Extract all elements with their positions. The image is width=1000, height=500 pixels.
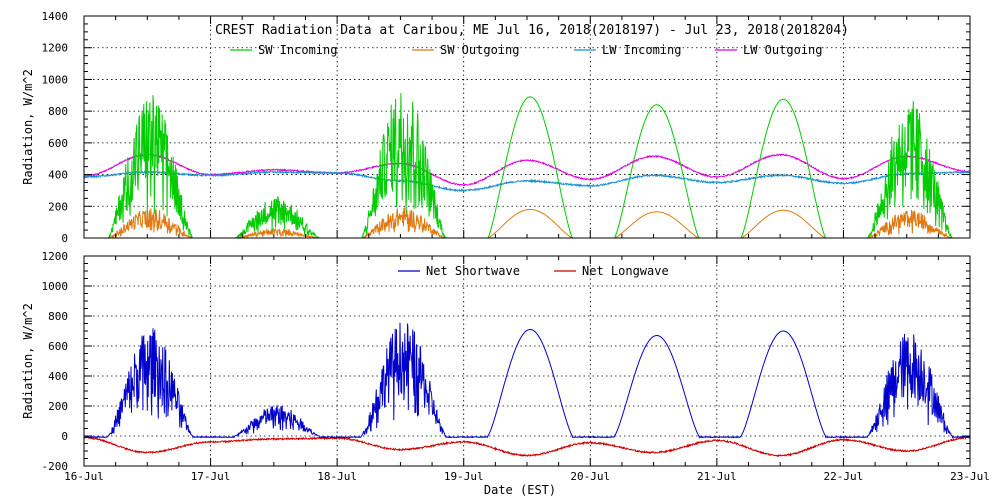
y-tick-label: 800 <box>48 105 68 118</box>
series-sw-incoming <box>84 93 970 240</box>
x-tick-labels: 16-Jul 17-Jul 18-Jul 19-Jul 20-Jul 21-Jul 22-J… <box>64 470 990 483</box>
y-tick-label: 0 <box>61 232 68 245</box>
y-tick-label: 1000 <box>42 280 69 293</box>
legend-lw-incoming: LW Incoming <box>574 43 681 57</box>
bottom-ticks <box>83 255 971 467</box>
bottom-y-tick-labels: -200 0 200 400 600 800 1000 1200 <box>42 250 69 473</box>
x-tick-label: 16-Jul <box>64 470 104 483</box>
top-panel: 0 200 400 600 800 1000 1200 1400 CREST Radiatio… <box>21 10 971 245</box>
series-net-longwave <box>83 436 971 458</box>
y-tick-label: 400 <box>48 370 68 383</box>
top-y-tick-labels: 0 200 400 600 800 1000 1200 1400 <box>42 10 69 245</box>
y-tick-label: 800 <box>48 310 68 323</box>
y-tick-label: 0 <box>61 430 68 443</box>
legend-net-shortwave-label: Net Shortwave <box>426 264 520 278</box>
top-grid <box>84 16 970 238</box>
x-tick-label: 18-Jul <box>317 470 357 483</box>
x-tick-label: 19-Jul <box>444 470 484 483</box>
x-tick-label: 21-Jul <box>697 470 737 483</box>
legend-sw-outgoing-label: SW Outgoing <box>440 43 519 57</box>
y-tick-label: 1000 <box>42 73 69 86</box>
y-tick-label: 200 <box>48 200 68 213</box>
legend-lw-outgoing: LW Outgoing <box>715 43 822 57</box>
y-tick-label: 1200 <box>42 42 69 55</box>
bottom-y-axis-title: Radiation, W/m^2 <box>21 303 35 419</box>
x-tick-label: 22-Jul <box>824 470 864 483</box>
legend-lw-incoming-label: LW Incoming <box>602 43 681 57</box>
x-tick-label: 17-Jul <box>191 470 231 483</box>
top-y-axis-title: Radiation, W/m^2 <box>21 69 35 185</box>
y-tick-label: 200 <box>48 400 68 413</box>
x-tick-label: 23-Jul <box>950 470 990 483</box>
series-net-shortwave <box>83 322 970 439</box>
legend-sw-outgoing: SW Outgoing <box>412 43 519 57</box>
chart-title: CREST Radiation Data at Caribou, ME Jul … <box>215 23 849 38</box>
legend-net-shortwave: Net Shortwave <box>398 264 520 278</box>
legend-lw-outgoing-label: LW Outgoing <box>743 43 822 57</box>
y-tick-label: 400 <box>48 169 68 182</box>
series-lw-incoming <box>83 170 971 193</box>
bottom-series <box>83 322 971 458</box>
top-series <box>83 93 971 240</box>
y-tick-label: 1400 <box>42 10 69 23</box>
top-ticks <box>83 15 971 239</box>
y-tick-label: 1200 <box>42 250 69 263</box>
legend-net-longwave-label: Net Longwave <box>582 264 669 278</box>
legend-sw-incoming: SW Incoming <box>230 43 337 57</box>
series-sw-outgoing <box>84 207 970 240</box>
top-plot-frame <box>83 15 971 239</box>
x-tick-label: 20-Jul <box>570 470 610 483</box>
y-tick-label: 600 <box>48 137 68 150</box>
y-tick-label: -200 <box>42 460 69 473</box>
bottom-grid <box>84 256 970 466</box>
y-tick-label: 600 <box>48 340 68 353</box>
legend-sw-incoming-label: SW Incoming <box>258 43 337 57</box>
legend-net-longwave: Net Longwave <box>554 264 669 278</box>
bottom-panel: -200 0 200 400 600 800 1000 1200 16-Jul 17-Jul 18… <box>21 250 990 497</box>
x-axis-title: Date (EST) <box>484 483 556 497</box>
bottom-plot-frame <box>83 255 971 467</box>
